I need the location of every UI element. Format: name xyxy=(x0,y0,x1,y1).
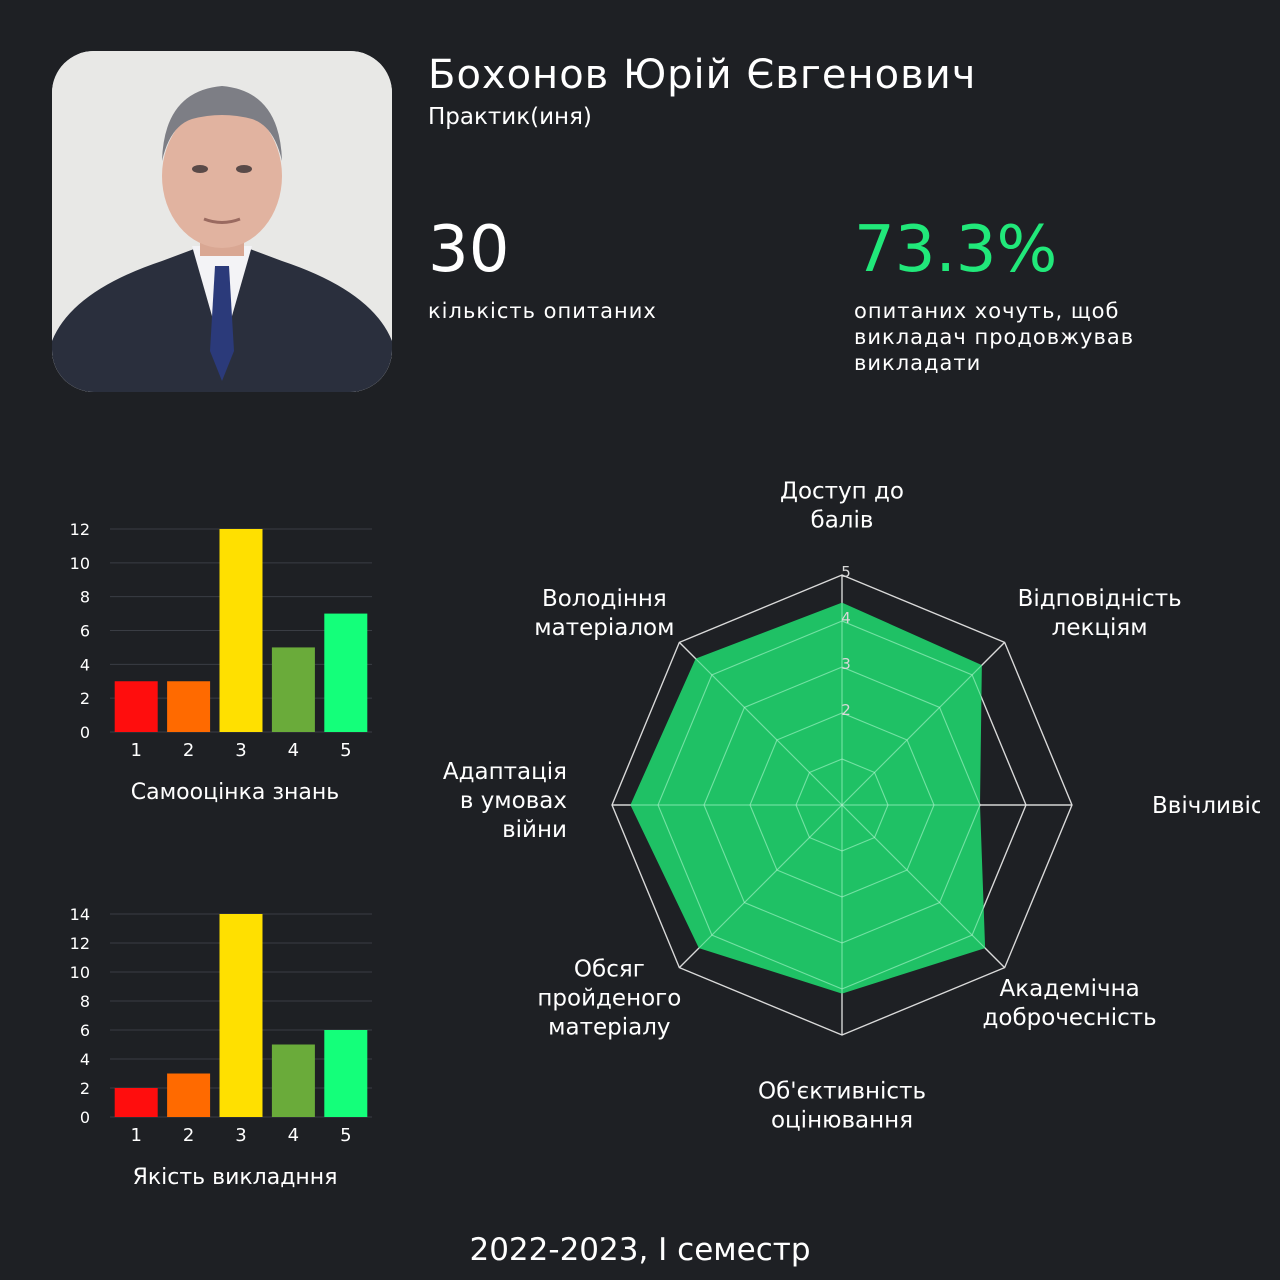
bar-3 xyxy=(219,914,263,1117)
radar-axis-label: Доступ до xyxy=(780,479,904,505)
x-tick-label: 2 xyxy=(183,740,194,761)
y-tick-label: 0 xyxy=(80,723,90,742)
x-tick-label: 3 xyxy=(235,1125,246,1146)
bar-4 xyxy=(271,647,315,732)
y-tick-label: 6 xyxy=(80,1021,90,1040)
semester-footer: 2022-2023, I семестр xyxy=(469,1232,811,1268)
bar-1 xyxy=(114,681,158,732)
bar-1 xyxy=(114,1088,158,1117)
y-tick-label: 4 xyxy=(80,655,90,674)
radar-axis-label: матеріалу xyxy=(548,1015,670,1041)
y-tick-label: 12 xyxy=(70,520,90,539)
respondents-label: кількість опитаних xyxy=(428,299,657,323)
radar-axis-label: Адаптація xyxy=(443,759,567,785)
bar-3 xyxy=(219,529,263,732)
bar-4 xyxy=(271,1044,315,1117)
radar-axis-label: війни xyxy=(502,817,567,843)
radar-ring-overlay xyxy=(611,574,1073,1036)
radar-axis-label: доброчесність xyxy=(983,1005,1157,1031)
radar-ring-overlay xyxy=(749,712,935,898)
radar-data-area xyxy=(630,602,986,994)
radar-ring-overlay xyxy=(795,758,889,852)
radar-axis-label: матеріалом xyxy=(534,615,674,641)
person-role: Практик(иня) xyxy=(428,104,592,130)
radar-tick-label: 2 xyxy=(841,701,851,719)
radar-axis-label: Об'єктивність xyxy=(758,1079,926,1105)
y-tick-label: 8 xyxy=(80,992,90,1011)
radar-axis-label: лекціям xyxy=(1052,615,1148,641)
radar-axis-label: в умовах xyxy=(460,788,567,814)
radar-axis-label: оцінювання xyxy=(771,1108,913,1134)
radar-spoke-overlay xyxy=(841,642,1005,806)
radar-tick-label: 3 xyxy=(841,655,851,673)
x-tick-label: 1 xyxy=(130,1125,141,1146)
bar-5 xyxy=(324,1030,368,1117)
y-tick-label: 6 xyxy=(80,622,90,641)
bar-2 xyxy=(167,681,211,732)
y-tick-label: 0 xyxy=(80,1108,90,1127)
radar-spoke-overlay xyxy=(679,804,843,968)
y-tick-label: 12 xyxy=(70,934,90,953)
radar-axis-label: Володіння xyxy=(542,586,667,612)
x-tick-label: 5 xyxy=(340,1125,351,1146)
y-tick-label: 2 xyxy=(80,689,90,708)
y-tick-label: 2 xyxy=(80,1079,90,1098)
continue-label: опитаних хочуть, щоб викладач продовжува… xyxy=(854,299,1135,375)
radar-tick-label: 4 xyxy=(841,609,851,627)
x-tick-label: 2 xyxy=(183,1125,194,1146)
y-tick-label: 4 xyxy=(80,1050,90,1069)
bar-5 xyxy=(324,613,368,732)
y-tick-label: 14 xyxy=(70,905,90,924)
respondents-count: 30 xyxy=(428,213,510,287)
radar-ring-overlay xyxy=(657,620,1027,990)
radar-ring-overlay xyxy=(703,666,981,944)
person-name: Бохонов Юрій Євгенович xyxy=(428,52,977,98)
radar-axis-label: Відповідність xyxy=(1018,586,1182,612)
radar-axis-label: балів xyxy=(811,508,874,534)
bar-2 xyxy=(167,1073,211,1117)
y-tick-label: 10 xyxy=(70,554,90,573)
radar-axis-label: Академічна xyxy=(1000,976,1140,1002)
y-tick-label: 10 xyxy=(70,963,90,982)
radar-axis-label: пройденого xyxy=(537,986,681,1012)
x-tick-label: 1 xyxy=(130,740,141,761)
radar-chart: 2 3 4 5 Доступ до балів Відповідність лекціям Вв… xyxy=(443,479,1260,1134)
x-tick-label: 4 xyxy=(288,1125,299,1146)
chart-title: Самооцінка знань xyxy=(131,780,340,805)
radar-tick-label: 5 xyxy=(841,563,851,581)
x-tick-label: 4 xyxy=(288,740,299,761)
radar-spoke-overlay xyxy=(679,642,843,806)
y-tick-label: 8 xyxy=(80,588,90,607)
x-tick-label: 5 xyxy=(340,740,351,761)
continue-percentage: 73.3% xyxy=(854,213,1058,287)
radar-axis-label: Обсяг xyxy=(574,957,645,983)
x-tick-label: 3 xyxy=(235,740,246,761)
radar-spoke-overlay xyxy=(841,804,1005,968)
chart-title: Якість викладння xyxy=(133,1165,338,1190)
radar-axis-label: Ввічливість xyxy=(1152,793,1260,819)
profile-photo xyxy=(52,51,392,392)
